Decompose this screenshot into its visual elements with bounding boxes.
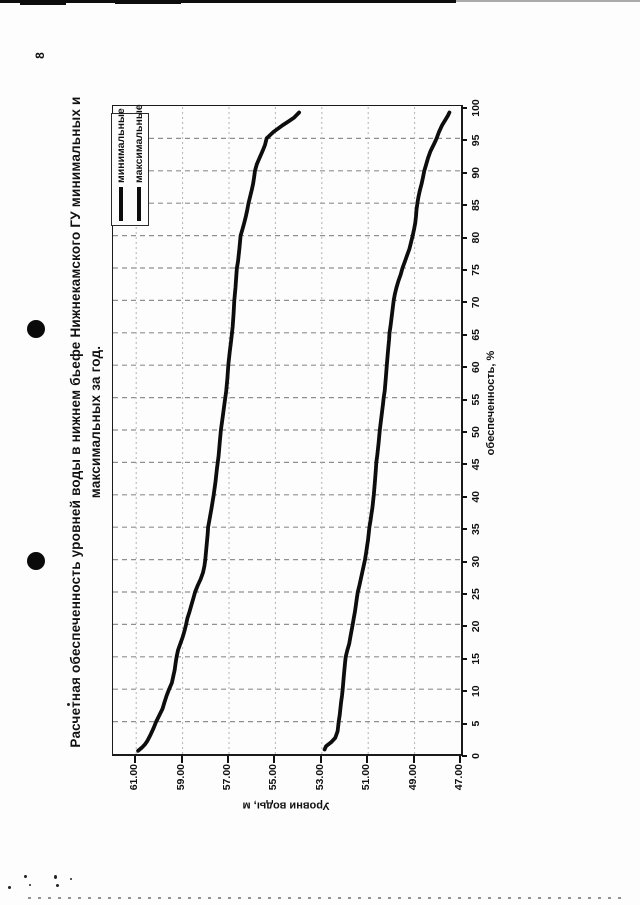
scan-speck xyxy=(70,878,72,880)
x-tick-label: 25 xyxy=(470,588,482,600)
x-tick-mark xyxy=(462,204,467,207)
y-tick-label: 53.00 xyxy=(313,764,326,791)
scan-speck xyxy=(24,875,27,878)
y-tick-mark xyxy=(366,756,369,763)
x-tick-mark xyxy=(462,333,467,336)
y-tick-label: 57.00 xyxy=(221,764,233,791)
x-tick-label: 20 xyxy=(470,620,482,633)
chart: Расчетная обеспеченность уровней воды в … xyxy=(64,94,504,814)
scan-speck xyxy=(29,884,31,886)
x-axis-title: обеспеченность, % xyxy=(485,350,497,456)
scan-artifact-top-edge xyxy=(0,0,456,3)
x-tick-mark xyxy=(462,431,467,433)
x-tick-mark xyxy=(462,236,467,239)
x-tick-mark xyxy=(462,495,467,498)
legend-item-min: минимальные xyxy=(114,108,129,221)
punch-hole-bottom xyxy=(27,552,45,570)
scan-speck xyxy=(8,886,11,889)
y-tick-label: 51.00 xyxy=(360,764,373,791)
x-tick-label: 85 xyxy=(470,199,482,212)
scan-artifact-top-blob-1 xyxy=(20,0,66,5)
x-tick-label: 15 xyxy=(470,652,482,665)
series-line-максимальные xyxy=(136,110,301,753)
scan-artifact-top-edge-faint xyxy=(456,0,640,2)
x-tick-label: 10 xyxy=(470,685,482,698)
x-tick-label: 0 xyxy=(470,753,482,759)
series-line-минимальные xyxy=(322,110,452,752)
y-tick-mark xyxy=(180,756,183,763)
chart-title-line-2: максимальных за год. xyxy=(88,345,103,499)
x-tick-mark xyxy=(462,139,467,142)
y-tick-label: 49.00 xyxy=(406,764,419,791)
scan-speck xyxy=(67,703,70,706)
y-tick-label: 59.00 xyxy=(174,764,187,791)
x-tick-mark xyxy=(462,107,467,109)
x-tick-mark xyxy=(462,560,467,563)
y-tick-label: 55.00 xyxy=(267,764,280,791)
scan-speck xyxy=(54,875,57,879)
y-tick-label: 47.00 xyxy=(453,764,465,791)
legend-item-max: максимальные xyxy=(132,104,147,221)
x-tick-label: 90 xyxy=(470,166,482,179)
plot-area xyxy=(112,105,463,756)
x-tick-label: 55 xyxy=(470,393,482,406)
x-tick-mark xyxy=(462,690,467,693)
y-tick-mark xyxy=(319,756,322,763)
x-tick-label: 35 xyxy=(470,523,482,536)
x-tick-label: 5 xyxy=(470,720,482,727)
line-swatch-icon xyxy=(137,187,141,221)
x-tick-mark xyxy=(462,301,467,304)
x-tick-label: 45 xyxy=(470,458,482,471)
x-tick-label: 75 xyxy=(470,264,482,276)
x-tick-label: 50 xyxy=(470,426,482,438)
y-tick-mark xyxy=(412,756,415,763)
punch-hole-top xyxy=(27,320,45,338)
x-tick-label: 100 xyxy=(470,99,482,117)
x-tick-label: 70 xyxy=(470,296,482,309)
x-tick-mark xyxy=(462,171,467,174)
x-tick-mark xyxy=(462,625,467,628)
scan-noise-bottom-line xyxy=(28,897,628,899)
x-tick-mark xyxy=(462,722,467,725)
x-tick-mark xyxy=(462,528,467,531)
legend-label-min: минимальные xyxy=(115,108,127,183)
y-tick-mark xyxy=(273,756,276,763)
x-tick-mark xyxy=(462,463,467,466)
scan-artifact-top-blob-2 xyxy=(115,0,181,4)
x-tick-label: 95 xyxy=(470,134,482,147)
plot-svg xyxy=(113,106,461,754)
x-tick-mark xyxy=(462,593,467,595)
y-tick-mark xyxy=(459,756,461,763)
x-tick-label: 60 xyxy=(470,361,482,374)
line-swatch-icon xyxy=(119,187,123,221)
x-tick-mark xyxy=(462,755,467,757)
legend: минимальные максимальные xyxy=(111,104,149,226)
x-tick-label: 30 xyxy=(470,555,482,568)
scan-speck xyxy=(56,884,59,887)
x-tick-mark xyxy=(462,366,467,369)
chart-title: Расчетная обеспеченность уровней воды в … xyxy=(66,62,106,782)
chart-title-line-1: Расчетная обеспеченность уровней воды в … xyxy=(68,96,83,748)
x-tick-label: 80 xyxy=(470,231,482,244)
x-tick-mark xyxy=(462,657,467,660)
y-tick-mark xyxy=(134,756,137,763)
x-tick-mark xyxy=(462,398,467,401)
y-tick-label: 61.00 xyxy=(128,764,141,791)
x-tick-mark xyxy=(462,269,467,271)
y-tick-mark xyxy=(227,756,229,763)
page-number: 8 xyxy=(32,51,47,59)
x-tick-label: 40 xyxy=(470,490,482,503)
legend-label-max: максимальные xyxy=(133,104,145,183)
x-tick-label: 65 xyxy=(470,328,482,341)
